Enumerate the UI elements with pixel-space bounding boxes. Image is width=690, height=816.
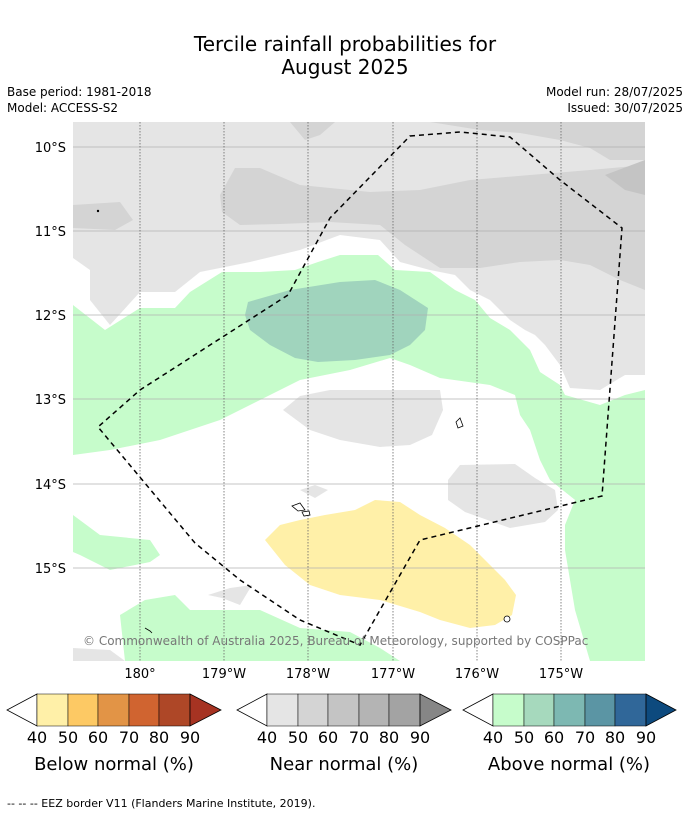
probability-map: © Commonwealth of Australia 2025, Bureau… <box>6 122 677 775</box>
near-normal-patch-bottom-left <box>73 648 125 661</box>
near-normal-patch-center <box>283 390 443 447</box>
lon-label: 176°W <box>455 667 499 682</box>
model-name: Model: ACCESS-S2 <box>7 101 119 115</box>
island-a <box>455 417 464 429</box>
lon-labels: 180° 179°W 178°W 177°W 176°W 175°W <box>124 667 583 682</box>
colorbar-tick: 80 <box>149 728 169 747</box>
colorbar-swatch <box>266 693 299 727</box>
below-normal-region <box>265 500 516 628</box>
lon-label: 179°W <box>202 667 246 682</box>
above-normal-light-region <box>73 255 645 661</box>
colorbar-tick: 60 <box>544 728 564 747</box>
colorbar-tick: 70 <box>119 728 139 747</box>
colorbar-tick: 80 <box>605 728 625 747</box>
map-title-line1: Tercile rainfall probabilities for <box>193 32 497 56</box>
above-normal-bottom <box>120 595 400 661</box>
island-f <box>144 627 153 634</box>
colorbar-near-normal: 40 50 60 70 80 90 Near normal (%) <box>236 693 452 775</box>
lat-label: 11°S <box>35 225 66 240</box>
colorbar-swatch <box>523 693 555 727</box>
issued-date: Issued: 30/07/2025 <box>567 101 683 115</box>
colorbar-tick: 70 <box>349 728 369 747</box>
colorbar-tick: 40 <box>27 728 47 747</box>
near-normal-dark-patch <box>605 160 645 195</box>
colorbar-swatch <box>358 693 390 727</box>
colorbar-swatch <box>97 693 130 727</box>
colorbar-tick: 40 <box>483 728 503 747</box>
colorbar-swatch <box>553 693 586 727</box>
colorbar-swatch <box>297 693 329 727</box>
colorbar-tick: 90 <box>636 728 656 747</box>
lon-label: 175°W <box>539 667 583 682</box>
island-d <box>503 615 511 623</box>
colorbar-tick: 90 <box>180 728 200 747</box>
lon-label: 177°W <box>371 667 415 682</box>
colorbar-tick: 60 <box>88 728 108 747</box>
colorbar-above-normal: 40 50 60 70 80 90 Above normal (%) <box>462 693 677 775</box>
above-normal-mid-region <box>245 280 428 362</box>
colorbar-swatch <box>36 693 69 727</box>
near-normal-mid-region <box>220 165 645 290</box>
lat-labels: 10°S 11°S 12°S 13°S 14°S 15°S <box>35 141 66 577</box>
map-title-line2: August 2025 <box>281 55 409 79</box>
colorbar-tick: 60 <box>318 728 338 747</box>
colorbar-below-normal: 40 50 60 70 80 90 Below normal (%) <box>6 693 222 775</box>
island-e <box>96 209 100 213</box>
colorbar-swatch <box>492 693 525 727</box>
lat-label: 12°S <box>35 309 66 324</box>
colorbar-tick: 50 <box>288 728 308 747</box>
colorbar-swatch <box>327 693 360 727</box>
lon-label: 178°W <box>286 667 330 682</box>
colorbar-tick: 80 <box>379 728 399 747</box>
map-field: © Commonwealth of Australia 2025, Bureau… <box>73 122 645 661</box>
lat-label: 15°S <box>35 562 66 577</box>
colorbar-tick: 50 <box>58 728 78 747</box>
colorbar-tick: 90 <box>410 728 430 747</box>
lat-label: 14°S <box>35 478 66 493</box>
colorbar-swatch <box>158 693 191 727</box>
above-normal-lower-left <box>73 515 160 570</box>
colorbar-swatch <box>584 693 616 727</box>
near-normal-patch-east <box>448 464 558 528</box>
lat-label: 13°S <box>35 393 66 408</box>
near-normal-mid-patch-top2 <box>430 122 645 160</box>
colorbar-title: Near normal (%) <box>270 754 419 775</box>
colorbar-tick: 70 <box>575 728 595 747</box>
colorbar-swatch <box>128 693 160 727</box>
island-c <box>301 510 311 517</box>
base-period: Base period: 1981-2018 <box>7 85 152 99</box>
colorbar-swatch <box>67 693 99 727</box>
colorbar-tick: 50 <box>514 728 534 747</box>
near-normal-mid-patch <box>73 202 133 230</box>
lat-label: 10°S <box>35 141 66 156</box>
near-normal-mid-patch-top <box>290 122 335 140</box>
near-normal-patch-sw <box>208 585 252 605</box>
colorbar-title: Below normal (%) <box>34 754 194 775</box>
colorbar-swatch <box>614 693 647 727</box>
lat-gridlines <box>73 146 645 569</box>
islands <box>96 209 511 634</box>
colorbar-title: Above normal (%) <box>488 754 650 775</box>
colorbar-tick: 40 <box>257 728 277 747</box>
model-run: Model run: 28/07/2025 <box>545 85 683 99</box>
eez-footnote: -- -- -- EEZ border V11 (Flanders Marine… <box>7 797 316 810</box>
island-b <box>291 502 306 512</box>
near-normal-patch-small <box>300 485 328 498</box>
copyright-text: © Commonwealth of Australia 2025, Bureau… <box>83 634 588 648</box>
colorbar-swatch <box>388 693 421 727</box>
lon-label: 180° <box>124 667 155 682</box>
